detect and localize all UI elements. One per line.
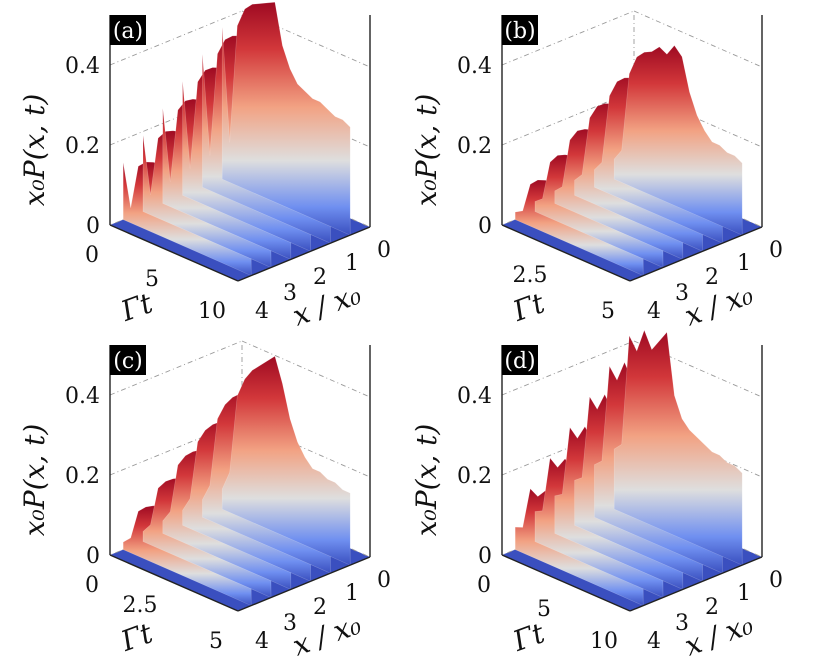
t-tick-label: 5	[537, 597, 551, 622]
x-tick-label: 0	[377, 568, 391, 593]
z-tick-label: 0.4	[65, 384, 100, 409]
panel-tag: (d)	[504, 349, 535, 374]
t-tick-label: 10	[198, 299, 226, 324]
x-tick-label: 3	[675, 611, 689, 636]
z-tick-label: 0.4	[457, 384, 492, 409]
surface-plot	[122, 355, 351, 607]
panel-tag-box	[110, 345, 146, 375]
t-tick-label: 5	[145, 267, 159, 292]
x-tick-label: 4	[647, 629, 661, 654]
x-tick-label: 1	[737, 581, 751, 606]
t-tick-label: 0	[85, 243, 99, 268]
x-tick-label: 1	[345, 251, 359, 276]
t-axis-label: Γt	[508, 286, 550, 328]
surface-plot	[122, 1, 351, 277]
x-tick-label: 2	[313, 265, 327, 290]
z-axis-label: x₀P(x, t)	[18, 424, 51, 537]
panel-c: 0 0.2 0.4 0 2.5 5 4 3 2 1 0 x₀P(x, t) Γt…	[18, 340, 391, 659]
x-tick-label: 2	[705, 265, 719, 290]
z-tick-label: 0.2	[65, 464, 100, 489]
surface-ridge	[221, 355, 351, 566]
panel-b: 0 0.2 0.4 2.5 5 4 3 2 1 0 x₀P(x, t) Γt x…	[410, 10, 783, 333]
z-tick-label: 0.2	[457, 464, 492, 489]
z-axis-label: x₀P(x, t)	[410, 94, 443, 207]
panel-tag-box	[110, 15, 146, 45]
t-tick-label: 0	[477, 573, 491, 598]
t-tick-label: 5	[601, 299, 615, 324]
t-tick-label: 10	[590, 629, 618, 654]
x-tick-label: 4	[255, 299, 269, 324]
panel-tag: (b)	[504, 19, 535, 44]
panel-tag: (a)	[113, 19, 143, 44]
x-tick-label: 4	[647, 299, 661, 324]
panel-tag: (c)	[113, 349, 143, 374]
z-tick-label: 0.2	[65, 134, 100, 159]
t-tick-label: 5	[209, 629, 223, 654]
panel-tag-box	[502, 345, 538, 375]
x-tick-label: 0	[377, 238, 391, 263]
x-tick-label: 4	[255, 629, 269, 654]
surface-plot	[514, 329, 743, 607]
z-tick-label: 0.4	[65, 54, 100, 79]
surface-ridge	[221, 1, 351, 236]
x-tick-label: 0	[769, 238, 783, 263]
surface-ridge	[613, 329, 743, 566]
t-axis-label: Γt	[116, 616, 158, 658]
panel-a: 0 0.2 0.4 0 5 10 4 3 2 1 0 x₀P(x, t) Γt …	[18, 1, 391, 333]
t-tick-label: 0	[85, 573, 99, 598]
x-tick-label: 2	[313, 595, 327, 620]
z-tick-label: 0	[478, 544, 492, 569]
x-tick-label: 3	[283, 281, 297, 306]
panel-d: 0 0.2 0.4 0 5 10 4 3 2 1 0 x₀P(x, t) Γt …	[410, 329, 783, 659]
t-axis-label: Γt	[116, 286, 158, 328]
x-tick-label: 3	[675, 281, 689, 306]
x-tick-label: 1	[345, 581, 359, 606]
surface-ridge	[613, 45, 743, 236]
t-axis-label: Γt	[508, 616, 550, 658]
panel-tag-box	[502, 15, 538, 45]
surface-plot	[514, 45, 743, 277]
x-tick-label: 3	[283, 611, 297, 636]
z-tick-label: 0	[86, 214, 100, 239]
t-tick-label: 2.5	[123, 593, 158, 618]
z-tick-label: 0.4	[457, 54, 492, 79]
x-tick-label: 0	[769, 568, 783, 593]
z-tick-label: 0	[86, 544, 100, 569]
x-tick-label: 2	[705, 595, 719, 620]
z-axis-label: x₀P(x, t)	[410, 424, 443, 537]
z-tick-label: 0	[478, 214, 492, 239]
t-tick-label: 2.5	[513, 263, 548, 288]
x-tick-label: 1	[737, 251, 751, 276]
z-axis-label: x₀P(x, t)	[18, 94, 51, 207]
z-tick-label: 0.2	[457, 134, 492, 159]
